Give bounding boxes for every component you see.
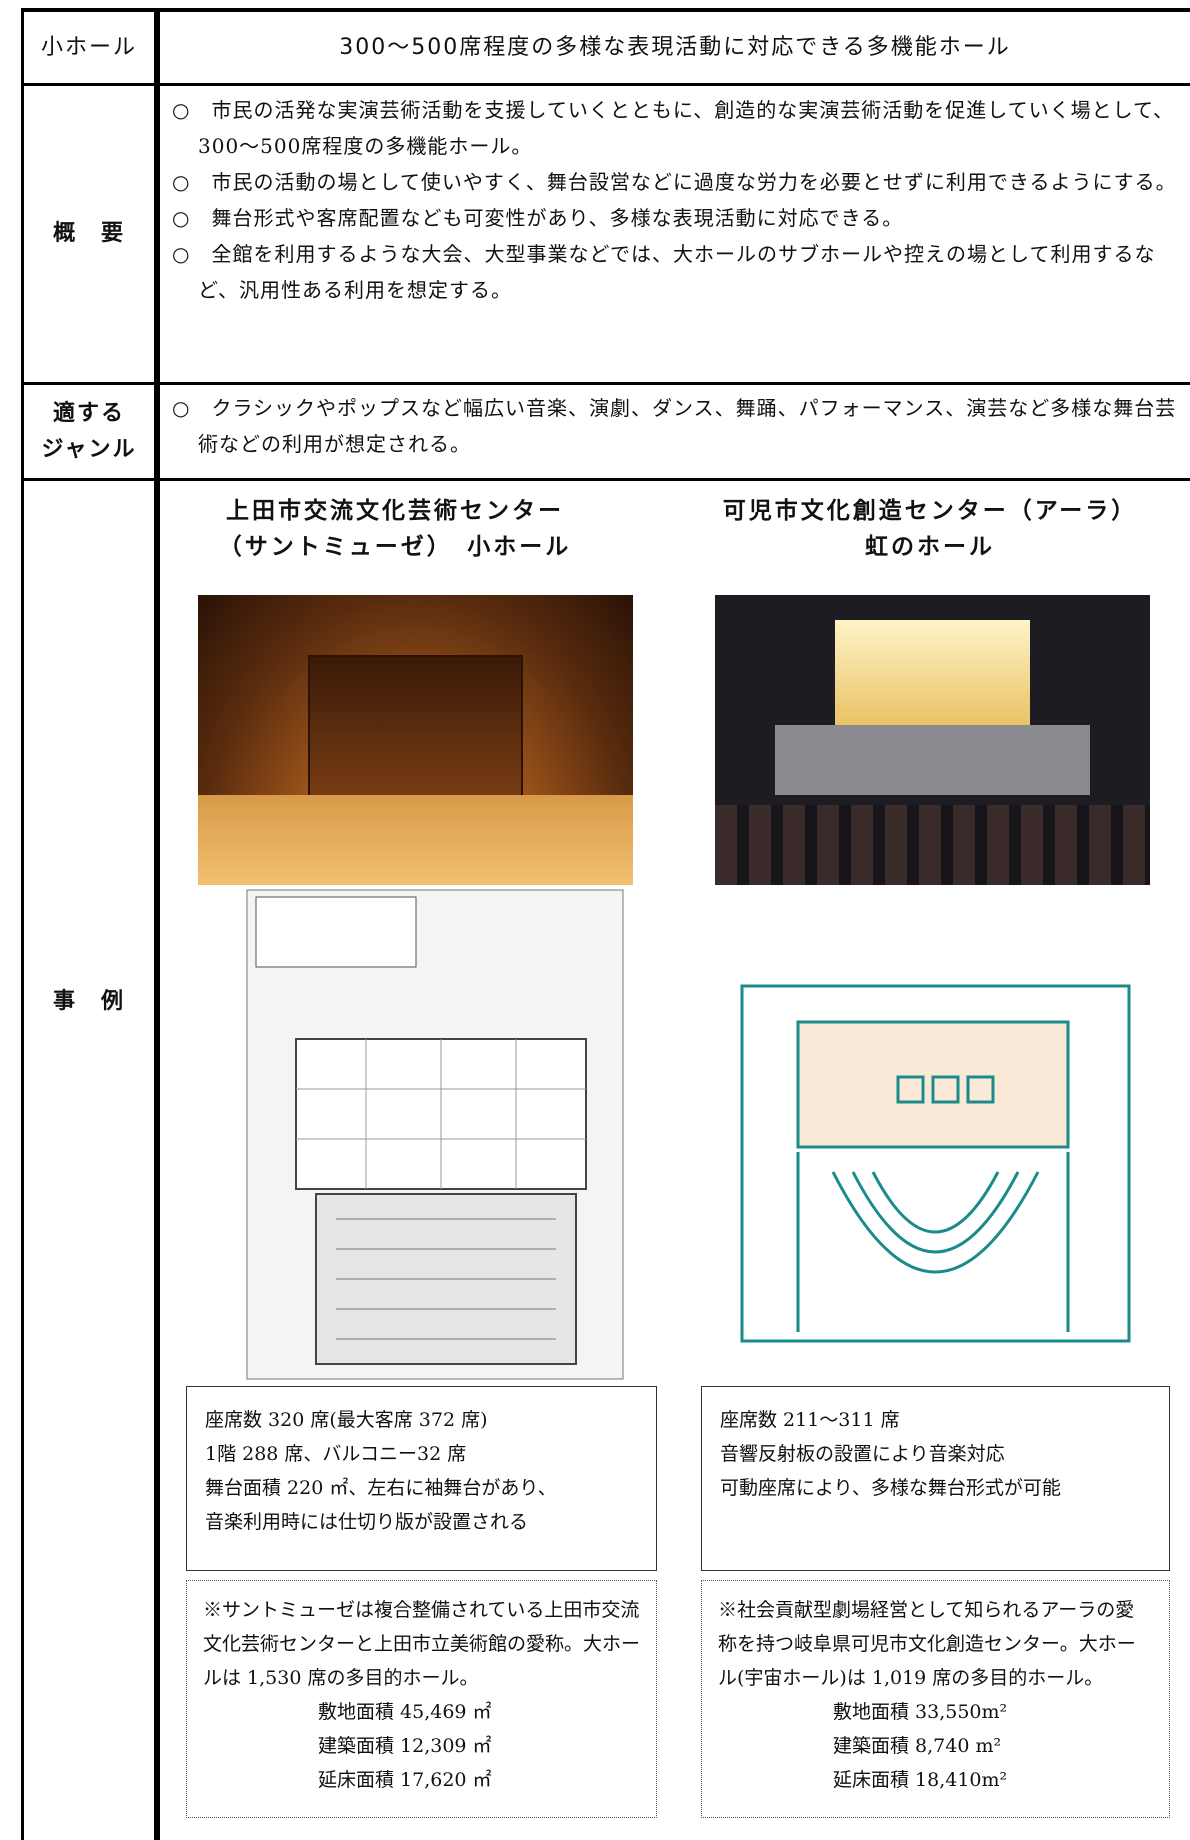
- note-box: ※社会貢献型劇場経営として知られるアーラの愛称を持つ岐阜県可児市文化創造センター…: [701, 1580, 1170, 1818]
- label-line: ジャンル: [41, 437, 137, 462]
- detail: 舞台面積 220 ㎡、左右に袖舞台があり、: [205, 1477, 557, 1499]
- row-label: 適する ジャンル: [24, 386, 154, 478]
- rule: [21, 8, 24, 1840]
- info-box: 座席数 211～311 席 音響反射板の設置により音楽対応 可動座席により、多様…: [701, 1386, 1170, 1571]
- list-item: ○ 市民の活発な実演芸術活動を支援していくとともに、創造的な実演芸術活動を促進し…: [172, 98, 1175, 158]
- detail: 音響反射板の設置により音楽対応: [720, 1443, 1005, 1465]
- detail: 座席数 211～311 席: [720, 1409, 900, 1431]
- area: 敷地面積 45,469 ㎡: [318, 1701, 492, 1723]
- photo: [715, 595, 1150, 885]
- overview-list: ○ 市民の活発な実演芸術活動を支援していくとともに、創造的な実演芸術活動を促進し…: [172, 92, 1184, 308]
- rule: [21, 382, 1190, 385]
- area: 建築面積 12,309 ㎡: [318, 1735, 492, 1757]
- photo-floor: [198, 795, 633, 885]
- info-box: 座席数 320 席(最大客席 372 席) 1階 288 席、バルコニー32 席…: [186, 1386, 657, 1571]
- detail: 1階 288 席、バルコニー32 席: [205, 1443, 467, 1465]
- title-line: 可児市文化創造センター（アーラ）: [722, 498, 1138, 524]
- area: 延床面積 17,620 ㎡: [318, 1769, 492, 1791]
- case-title: 上田市交流文化芸術センター （サントミューゼ） 小ホール: [180, 493, 610, 565]
- photo-stage: [835, 620, 1030, 730]
- list-item: ○ クラシックやポップスなど幅広い音楽、演劇、ダンス、舞踊、パフォーマンス、演芸…: [172, 396, 1177, 456]
- area: 建築面積 8,740 m²: [833, 1735, 1002, 1757]
- rule: [21, 478, 1190, 481]
- genre-list: ○ クラシックやポップスなど幅広い音楽、演劇、ダンス、舞踊、パフォーマンス、演芸…: [172, 390, 1184, 462]
- area: 敷地面積 33,550m²: [833, 1701, 1008, 1723]
- floor-plan: [740, 984, 1131, 1343]
- case-title: 可児市文化創造センター（アーラ） 虹のホール: [690, 493, 1170, 565]
- list-item: ○ 市民の活動の場として使いやすく、舞台設営などに過度な労力を必要とせずに利用で…: [172, 170, 1177, 194]
- label-line: 適する: [52, 401, 125, 426]
- detail: 音楽利用時には仕切り版が設置される: [205, 1511, 529, 1533]
- rule: [21, 83, 1190, 86]
- title-line: 上田市交流文化芸術センター: [226, 498, 564, 524]
- photo-floor: [775, 725, 1090, 795]
- photo-stage: [308, 655, 523, 805]
- note-box: ※サントミューゼは複合整備されている上田市交流文化芸術センターと上田市立美術館の…: [186, 1580, 657, 1818]
- list-item: ○ 舞台形式や客席配置なども可変性があり、多様な表現活動に対応できる。: [172, 206, 904, 230]
- floor-plan: [246, 889, 624, 1380]
- area: 延床面積 18,410m²: [833, 1769, 1008, 1791]
- row-label: 概 要: [52, 221, 125, 246]
- detail: 座席数 320 席(最大客席 372 席): [205, 1409, 488, 1431]
- note: ※サントミューゼは複合整備されている上田市交流文化芸術センターと上田市立美術館の…: [203, 1599, 641, 1689]
- row-label: 小ホール: [40, 34, 137, 60]
- list-item: ○ 全館を利用するような大会、大型事業などでは、大ホールのサブホールや控えの場と…: [172, 242, 1156, 302]
- photo: [198, 595, 633, 885]
- title-line: （サントミューゼ） 小ホール: [218, 534, 572, 560]
- rule: [21, 8, 1190, 12]
- detail: 可動座席により、多様な舞台形式が可能: [720, 1477, 1061, 1499]
- rule: [154, 8, 160, 1840]
- photo-seats: [715, 805, 1150, 885]
- note: ※社会貢献型劇場経営として知られるアーラの愛称を持つ岐阜県可児市文化創造センター…: [718, 1599, 1136, 1689]
- row-label: 事 例: [52, 989, 125, 1014]
- title-line: 虹のホール: [865, 534, 995, 560]
- header-title: 300～500席程度の多様な表現活動に対応できる多機能ホール: [339, 34, 1011, 60]
